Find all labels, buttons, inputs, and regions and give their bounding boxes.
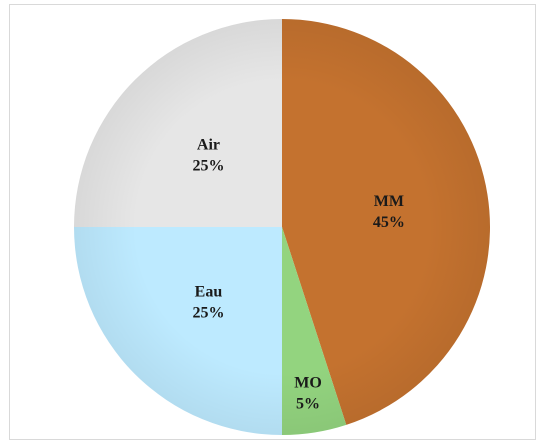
slice-label-mo: MO <box>294 374 322 391</box>
slice-label-eau: Eau <box>195 284 223 301</box>
slice-label-air: Air <box>197 136 220 153</box>
slice-value-eau: 25% <box>192 305 224 322</box>
slice-value-air: 25% <box>192 157 224 174</box>
pie-labels: MM 45% MO 5% Eau 25% Air 25% <box>192 136 404 412</box>
slice-value-mo: 5% <box>296 395 320 412</box>
pie-slices <box>74 19 491 435</box>
pie-shading <box>74 19 490 435</box>
slice-value-mm: 45% <box>373 214 405 231</box>
slice-label-mm: MM <box>374 193 404 210</box>
